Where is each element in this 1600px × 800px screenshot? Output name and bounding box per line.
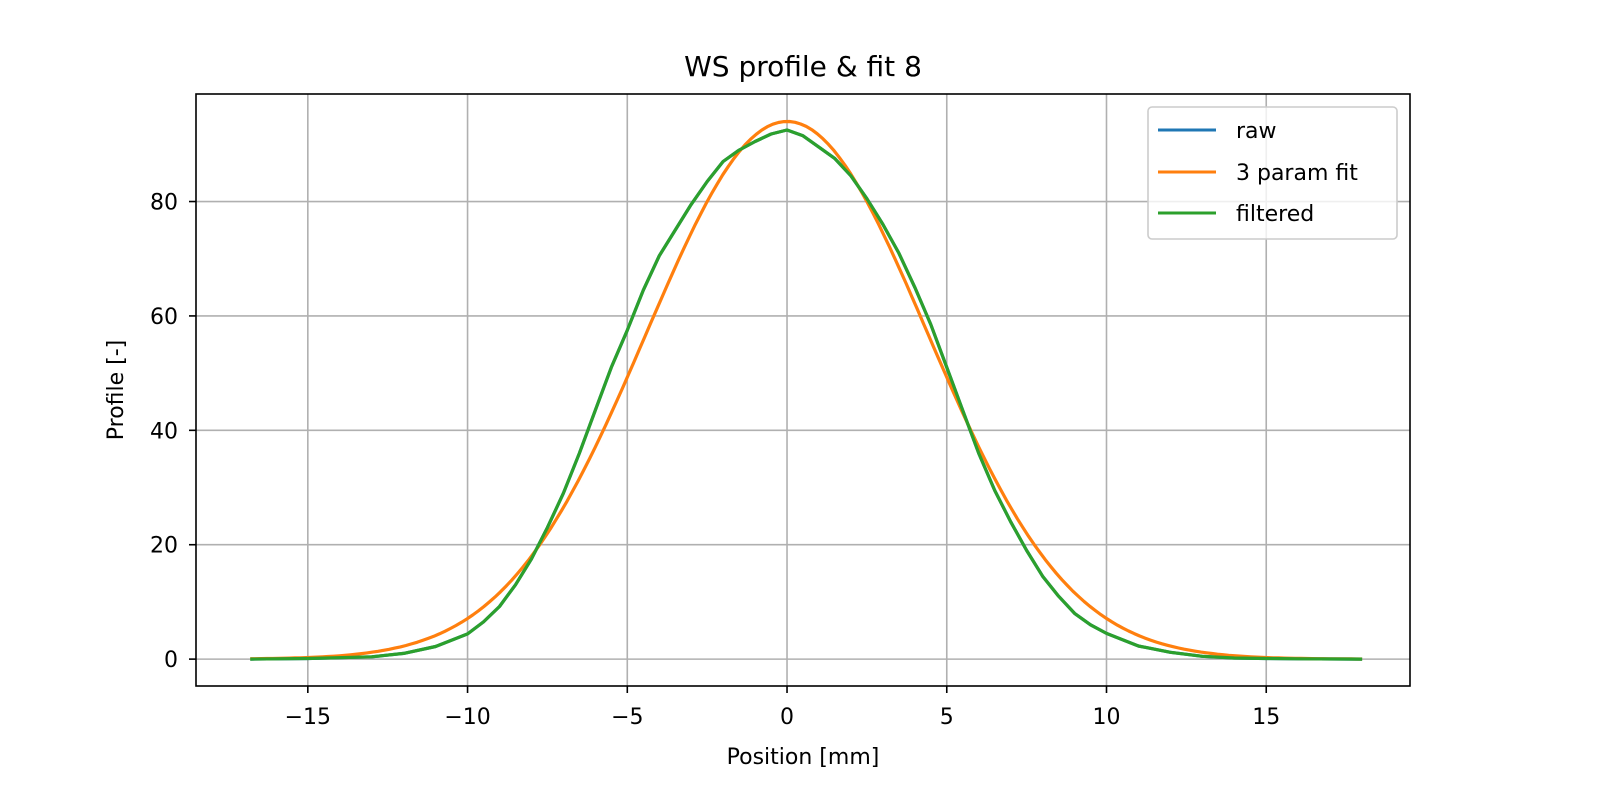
y-axis-label: Profile [-] (104, 340, 129, 441)
x-tick-label: 5 (940, 705, 954, 730)
series-filtered-line (250, 128, 1363, 661)
legend-label-raw: raw (1236, 119, 1277, 144)
series-layer (250, 119, 1363, 661)
axis-ticks: −15 −10 −5 0 5 10 15 0 20 40 60 80 (150, 191, 1280, 730)
x-tick-label: 15 (1252, 705, 1280, 730)
x-tick-label: −5 (611, 705, 643, 730)
x-tick-label: 10 (1093, 705, 1121, 730)
grid-lines (196, 94, 1410, 686)
legend-label-fit: 3 param fit (1236, 161, 1358, 186)
legend-label-filtered: filtered (1236, 202, 1314, 227)
legend-box (1147, 106, 1398, 240)
y-tick-label: 60 (150, 305, 178, 330)
x-tick-label: −10 (444, 705, 490, 730)
x-tick-label: 0 (780, 705, 794, 730)
x-axis-label: Position [mm] (727, 745, 880, 770)
y-tick-label: 20 (150, 534, 178, 559)
y-tick-label: 80 (150, 191, 178, 216)
chart-title: WS profile & fit 8 (684, 50, 922, 83)
legend: raw 3 param fit filtered (1147, 106, 1398, 240)
y-tick-label: 0 (164, 648, 178, 673)
x-tick-label: −15 (285, 705, 331, 730)
y-tick-label: 40 (150, 419, 178, 444)
plot-frame (195, 93, 1411, 687)
series-fit-line (250, 119, 1363, 661)
